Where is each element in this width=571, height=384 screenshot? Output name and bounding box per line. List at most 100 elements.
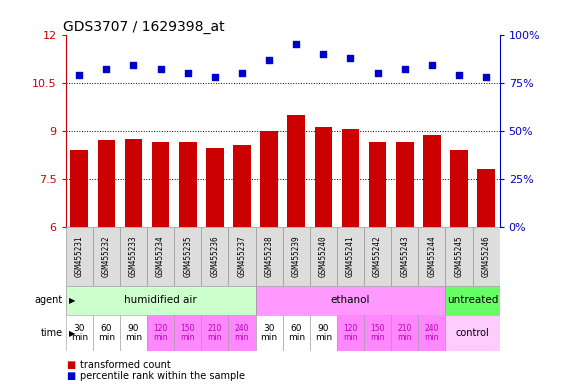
Bar [369,142,387,227]
Text: GSM455239: GSM455239 [292,235,301,277]
Bar [445,286,500,315]
Text: GSM455245: GSM455245 [455,235,464,277]
Text: 150
min: 150 min [371,324,385,342]
Text: GSM455240: GSM455240 [319,235,328,277]
Bar [391,315,418,351]
Text: GSM455232: GSM455232 [102,235,111,277]
Bar [260,131,278,227]
Text: GSM455235: GSM455235 [183,235,192,277]
Bar [477,169,495,227]
Point [400,66,409,72]
Point [481,74,490,80]
Text: untreated: untreated [447,295,498,306]
Text: 150
min: 150 min [180,324,195,342]
Bar [341,129,359,227]
Bar [445,227,473,286]
Bar [418,315,445,351]
Text: GSM455246: GSM455246 [481,235,490,277]
Bar [228,315,255,351]
Text: 210
min: 210 min [397,324,412,342]
Bar [124,139,142,227]
Text: 120
min: 120 min [154,324,168,342]
Text: GSM455231: GSM455231 [75,235,84,277]
Text: 60
min: 60 min [98,324,115,342]
Text: GSM455236: GSM455236 [210,235,219,277]
Bar [418,227,445,286]
Text: 210
min: 210 min [208,324,222,342]
Text: 90
min: 90 min [125,324,142,342]
Bar [206,148,224,227]
Text: time: time [41,328,63,338]
Text: 30
min: 30 min [71,324,88,342]
Bar [309,227,337,286]
Bar [450,150,468,227]
Point [427,62,436,68]
Bar [152,142,170,227]
Text: GSM455241: GSM455241 [346,235,355,277]
Bar [93,315,120,351]
Bar [174,315,202,351]
Text: agent: agent [35,295,63,306]
Text: ■: ■ [66,371,75,381]
Text: GSM455243: GSM455243 [400,235,409,277]
Bar [93,227,120,286]
Bar [202,315,228,351]
Point [129,62,138,68]
Bar [445,315,500,351]
Text: ▶: ▶ [69,296,75,305]
Text: ▶: ▶ [69,329,75,338]
Text: GSM455233: GSM455233 [129,235,138,277]
Point [156,66,165,72]
Bar [98,140,115,227]
Bar [147,315,174,351]
Text: 90
min: 90 min [315,324,332,342]
Bar [66,315,93,351]
Point [455,72,464,78]
Bar [70,150,88,227]
Bar [283,227,309,286]
Bar [423,136,441,227]
Text: ■: ■ [66,360,75,370]
Text: 120
min: 120 min [343,324,357,342]
Bar [255,315,283,351]
Bar [174,227,202,286]
Point [183,70,192,76]
Text: GSM455237: GSM455237 [238,235,247,277]
Point [238,70,247,76]
Bar [120,227,147,286]
Point [319,51,328,57]
Bar [255,286,445,315]
Bar [228,227,255,286]
Text: GSM455238: GSM455238 [264,235,274,277]
Text: GDS3707 / 1629398_at: GDS3707 / 1629398_at [63,20,225,33]
Text: 60
min: 60 min [288,324,305,342]
Point [346,55,355,61]
Text: GSM455234: GSM455234 [156,235,165,277]
Bar [391,227,418,286]
Bar [66,227,93,286]
Bar [66,286,255,315]
Bar [147,227,174,286]
Bar [283,315,309,351]
Bar [179,142,196,227]
Point [210,74,219,80]
Text: percentile rank within the sample: percentile rank within the sample [80,371,245,381]
Point [292,41,301,47]
Point [102,66,111,72]
Bar [473,227,500,286]
Bar [255,227,283,286]
Text: 240
min: 240 min [235,324,249,342]
Bar [202,227,228,286]
Bar [364,227,391,286]
Text: transformed count: transformed count [80,360,171,370]
Bar [396,142,413,227]
Text: GSM455244: GSM455244 [427,235,436,277]
Bar [364,315,391,351]
Bar [287,114,305,227]
Text: 240
min: 240 min [425,324,439,342]
Bar [233,145,251,227]
Bar [120,315,147,351]
Point [264,56,274,63]
Text: humidified air: humidified air [124,295,197,306]
Text: GSM455242: GSM455242 [373,235,382,277]
